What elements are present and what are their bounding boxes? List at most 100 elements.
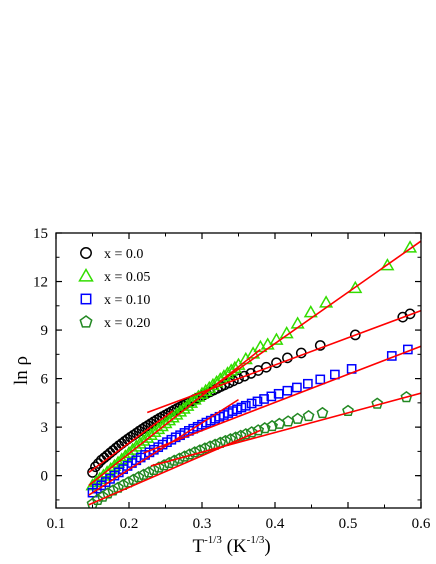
data-point [178, 450, 191, 462]
fit-line [88, 348, 261, 486]
data-point [348, 280, 363, 294]
x-tick-label: 0.2 [120, 516, 139, 532]
series-x-0-10-fits [88, 345, 421, 496]
data-point [266, 419, 278, 432]
x-axis-label-unit-pre: (K [222, 536, 247, 557]
x-tick-label: 0.1 [47, 516, 66, 532]
y-tick-label: 9 [41, 323, 49, 339]
data-point [101, 487, 114, 499]
data-point [330, 369, 340, 380]
plot-area [85, 240, 421, 508]
data-point [193, 444, 206, 456]
data-point [266, 391, 277, 402]
y-tick-label: 3 [41, 420, 49, 436]
legend-label: x = 0.05 [104, 270, 150, 285]
data-point [91, 493, 104, 505]
data-point [342, 404, 354, 416]
x-axis: 0.1 0.2 0.3 0.4 0.5 0.6 [47, 233, 431, 532]
data-point [316, 406, 329, 419]
data-point [147, 463, 160, 476]
data-point [303, 378, 313, 389]
fit-line [150, 392, 421, 467]
legend-item: x = 0.20 [79, 315, 150, 331]
data-point [269, 332, 284, 345]
series-x-0-20-fits [88, 392, 421, 506]
fit-line [88, 410, 174, 474]
data-point [240, 400, 251, 411]
data-point [380, 258, 395, 271]
data-point [245, 426, 258, 438]
x-tick-label: 0.3 [193, 516, 212, 532]
legend-item: x = 0.0 [80, 247, 143, 262]
x-axis-label: T-1/3 (K-1/3) [193, 534, 271, 557]
data-point [238, 370, 250, 382]
series-x-0-0-fits [88, 309, 421, 474]
x-axis-label-exp: -1/3 [204, 534, 222, 546]
legend-label: x = 0.20 [104, 316, 150, 331]
x-axis-label-unit-exp: -1/3 [247, 534, 265, 546]
data-point [349, 329, 361, 341]
data-point [252, 396, 263, 407]
fit-line [146, 309, 421, 414]
data-point [400, 390, 413, 403]
data-point [183, 448, 196, 460]
data-point [233, 373, 244, 385]
data-point [252, 424, 265, 436]
data-point [292, 382, 302, 393]
fit-line [88, 429, 261, 506]
data-point [404, 308, 416, 320]
y-tick-label: 6 [41, 372, 49, 388]
data-point [371, 397, 384, 409]
data-point [234, 429, 247, 441]
y-axis: 0 3 6 9 12 15 [33, 226, 421, 501]
data-point [87, 467, 98, 478]
data-point [96, 490, 109, 502]
legend-marker [78, 267, 94, 282]
data-point [163, 456, 176, 469]
data-point [303, 305, 318, 318]
data-point [258, 422, 271, 434]
legend-marker [80, 293, 92, 305]
data-point [282, 415, 295, 427]
data-point [111, 455, 126, 468]
data-point [188, 446, 201, 458]
data-point [137, 468, 150, 480]
series-x-0-05-fits [88, 240, 421, 486]
x-tick-label: 0.5 [339, 516, 358, 532]
data-point [282, 385, 293, 396]
fit-line [88, 398, 239, 496]
data-point [127, 473, 140, 485]
legend-item: x = 0.05 [78, 267, 150, 285]
legend-label: x = 0.0 [104, 247, 143, 262]
data-point [239, 428, 252, 440]
data-point [290, 316, 305, 329]
y-axis-label: ln ρ [11, 356, 32, 385]
data-point [122, 476, 135, 488]
y-tick-label: 0 [41, 469, 49, 485]
data-point [291, 412, 304, 424]
x-tick-label: 0.4 [266, 516, 285, 532]
data-point [199, 442, 211, 454]
data-point [245, 368, 257, 379]
x-axis-label-unit-post: ) [264, 536, 270, 557]
legend-marker [79, 315, 93, 328]
legend-item: x = 0.10 [80, 293, 150, 308]
fit-line [143, 345, 421, 454]
y-tick-label: 15 [33, 226, 48, 242]
x-tick-label: 0.6 [412, 516, 431, 532]
x-axis-label-base: T [193, 536, 205, 557]
data-point [118, 448, 133, 462]
y-tick-label: 12 [33, 275, 48, 291]
fit-line [201, 240, 421, 396]
data-point [259, 394, 269, 404]
data-point [315, 374, 326, 385]
data-point [132, 471, 145, 483]
series-x-0-20 [86, 390, 413, 508]
data-point [314, 340, 326, 351]
legend: x = 0.0 x = 0.05 x = 0.10 x = 0.20 [78, 247, 150, 331]
data-point [246, 398, 257, 409]
data-point [302, 409, 315, 422]
data-point [114, 452, 129, 465]
legend-marker [80, 247, 92, 259]
